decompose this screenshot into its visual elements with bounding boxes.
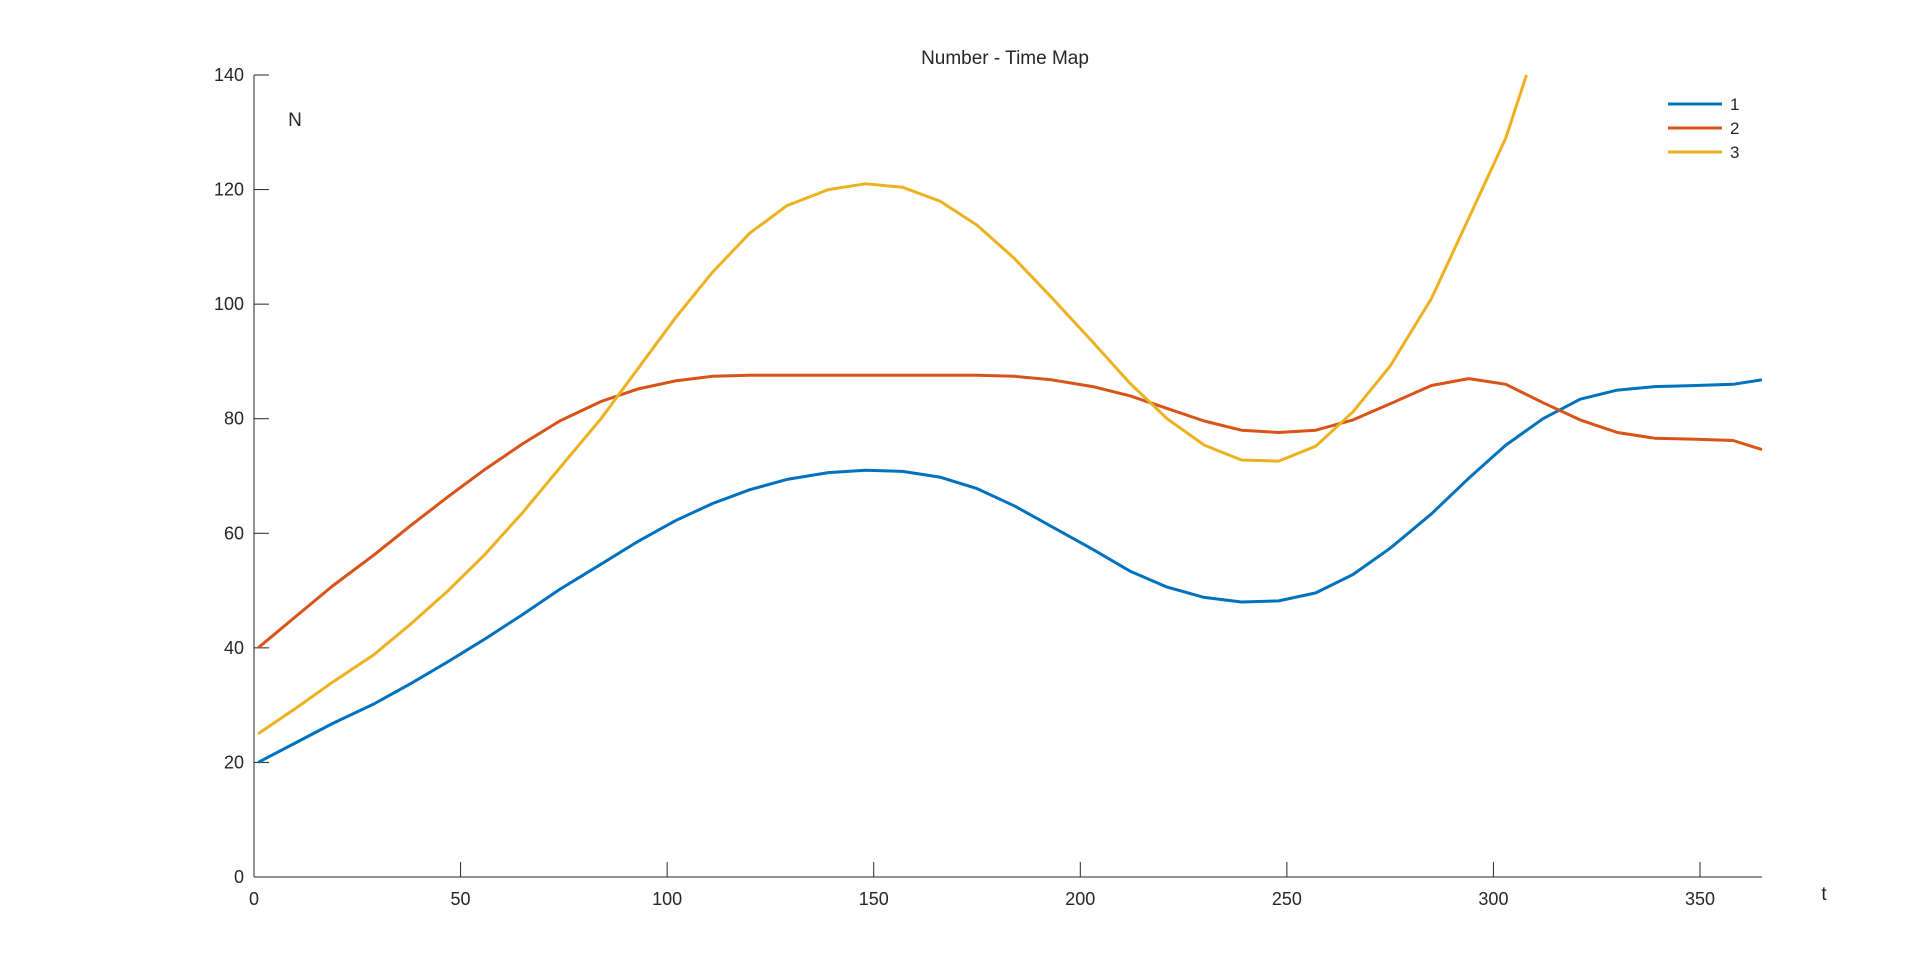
y-tick-label: 140 [214,65,244,85]
chart-title: Number - Time Map [921,48,1089,69]
x-axis-label: t [1821,884,1827,905]
y-axis-label: N [288,110,302,131]
x-tick-label: 250 [1272,889,1302,909]
x-tick-label: 100 [652,889,682,909]
x-tick-label: 350 [1685,889,1715,909]
y-tick-label: 0 [234,867,244,887]
plot-area: 0 50 100 150 200 250 300 350 0 20 40 60 80 100 120 140 [214,65,1763,909]
y-tick-label: 40 [224,638,244,658]
x-tick-label: 0 [249,889,259,909]
y-tick-label: 100 [214,294,244,314]
series-line-2 [257,373,1763,650]
x-tick-label: 150 [859,889,889,909]
series-line-3 [257,74,1528,736]
legend-label-2: 2 [1730,119,1739,138]
x-tick-label: 50 [451,889,471,909]
y-tick-label: 20 [224,752,244,772]
y-tick-label: 80 [224,409,244,429]
legend-label-3: 3 [1730,143,1739,162]
y-tick-label: 120 [214,180,244,200]
x-tick-label: 300 [1478,889,1508,909]
series-lines [257,74,1763,764]
legend: 1 2 3 [1668,95,1739,162]
y-ticks: 0 20 40 60 80 100 120 140 [214,65,269,887]
x-tick-label: 200 [1065,889,1095,909]
legend-label-1: 1 [1730,95,1739,114]
x-ticks: 0 50 100 150 200 250 300 350 [249,862,1715,909]
series-line-1 [257,378,1763,764]
y-tick-label: 60 [224,523,244,543]
